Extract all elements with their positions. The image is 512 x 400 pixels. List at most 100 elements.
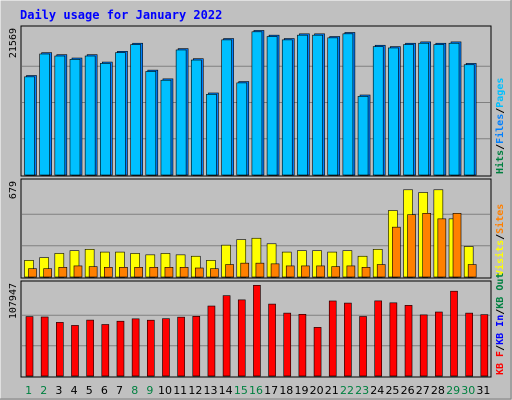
x-tick-label-1: 1 xyxy=(25,384,32,397)
bar-kbf-day-1 xyxy=(25,316,34,377)
bar-sites-day-2 xyxy=(43,268,52,278)
x-tick-label-5: 5 xyxy=(86,384,93,397)
panel-legend: KB F/KB In/KB Out xyxy=(495,273,506,375)
bar-kbf-day-16 xyxy=(253,284,261,377)
bar-kbf-day-29 xyxy=(450,290,458,377)
panel-visits-sites: 679 Visits/Sites xyxy=(8,178,506,279)
bar-sites-day-5 xyxy=(88,266,98,278)
x-tick-label-26: 26 xyxy=(401,384,415,397)
bar-pages-day-18 xyxy=(281,39,293,176)
bar-kbf-day-2 xyxy=(40,316,49,377)
bar-sites-day-7 xyxy=(119,267,128,278)
bar-pages-day-17 xyxy=(266,36,278,176)
bar-pages-day-10 xyxy=(160,79,172,176)
bar-sites-day-8 xyxy=(134,267,143,278)
bar-sites-day-23 xyxy=(361,267,371,278)
x-axis-labels: 1 2 3 4 5 6 7 8 9 10 11 12 13 14 15 16 17 18 19 20 21 22 23 24 2… xyxy=(25,384,490,397)
bar-kbf-day-31 xyxy=(480,314,489,377)
bar-pages-day-30 xyxy=(463,64,475,176)
bar-sites-day-1 xyxy=(28,268,37,278)
bar-sites-day-18 xyxy=(285,265,295,278)
x-tick-label-28: 28 xyxy=(431,384,445,397)
bar-kbf-day-30 xyxy=(465,312,473,377)
bar-pages-day-25 xyxy=(388,47,399,176)
bar-kbf-day-13 xyxy=(207,305,216,377)
chart-panels: 21569Hits/Files/Pages679Visits/Sites1079… xyxy=(8,25,506,378)
bar-sites-day-19 xyxy=(301,265,310,278)
bar-pages-day-20 xyxy=(312,34,323,176)
bar-kbf-day-25 xyxy=(389,302,398,377)
bar-kbf-day-19 xyxy=(298,313,307,377)
bar-pages-day-12 xyxy=(190,59,202,176)
bar-pages-day-24 xyxy=(372,46,384,176)
bar-pages-day-7 xyxy=(115,52,126,176)
bar-sites-day-17 xyxy=(270,263,280,278)
bar-pages-day-19 xyxy=(297,34,308,176)
bar-pages-day-6 xyxy=(100,63,111,176)
x-tick-label-2: 2 xyxy=(40,384,47,397)
x-tick-label-22: 22 xyxy=(340,384,354,397)
bar-sites-day-11 xyxy=(179,267,189,278)
bar-kbf-day-7 xyxy=(116,320,125,377)
x-tick-label-11: 11 xyxy=(173,384,187,397)
bar-kbf-day-23 xyxy=(359,316,367,377)
bar-sites-day-15 xyxy=(240,262,250,278)
bar-kbf-day-4 xyxy=(71,325,79,377)
bar-kbf-day-8 xyxy=(131,318,140,377)
bar-pages-day-26 xyxy=(403,44,414,176)
bar-sites-day-9 xyxy=(149,267,159,278)
bar-pages-day-28 xyxy=(433,44,445,176)
bar-pages-day-29 xyxy=(448,42,460,176)
x-tick-label-21: 21 xyxy=(325,384,339,397)
x-tick-label-3: 3 xyxy=(55,384,62,397)
bar-kbf-day-18 xyxy=(283,312,292,377)
x-tick-label-25: 25 xyxy=(385,384,399,397)
panel-max-label: 21569 xyxy=(8,28,19,58)
bar-kbf-day-22 xyxy=(344,302,352,377)
bar-pages-day-21 xyxy=(327,37,339,176)
bar-kbf-day-27 xyxy=(419,314,428,377)
panel-legend: Hits/Files/Pages xyxy=(494,78,506,174)
x-tick-label-6: 6 xyxy=(101,384,108,397)
panel-max-label: 679 xyxy=(8,181,19,199)
x-tick-label-24: 24 xyxy=(370,384,384,397)
bar-pages-day-11 xyxy=(175,49,187,176)
bar-pages-day-14 xyxy=(221,39,232,176)
bar-pages-day-2 xyxy=(39,53,50,176)
bar-sites-day-27 xyxy=(422,213,431,278)
panel-max-label: 107947 xyxy=(8,283,19,319)
bar-kbf-day-11 xyxy=(177,316,185,377)
bar-pages-day-23 xyxy=(357,96,369,176)
bar-kbf-day-12 xyxy=(192,316,201,377)
bar-sites-day-16 xyxy=(255,262,265,278)
bar-kbf-day-20 xyxy=(313,327,322,377)
bar-kbf-day-26 xyxy=(404,305,413,377)
bar-pages-day-1 xyxy=(24,76,35,176)
bar-kbf-day-3 xyxy=(56,322,64,377)
chart-title: Daily usage for January 2022 xyxy=(20,8,222,22)
bar-pages-day-13 xyxy=(206,94,217,176)
bar-sites-day-26 xyxy=(407,214,416,278)
bar-sites-day-30 xyxy=(467,264,477,278)
x-tick-label-27: 27 xyxy=(416,384,430,397)
bar-sites-day-29 xyxy=(452,213,462,278)
panel-kb: 107947 KB F/KB In/KB Out xyxy=(8,273,506,378)
bar-sites-day-25 xyxy=(392,226,401,278)
bar-pages-day-4 xyxy=(69,59,81,176)
x-tick-label-14: 14 xyxy=(219,384,233,397)
bar-sites-day-20 xyxy=(316,265,325,278)
x-tick-label-15: 15 xyxy=(234,384,248,397)
x-tick-label-8: 8 xyxy=(131,384,138,397)
bar-kbf-day-5 xyxy=(86,319,94,377)
panel-legend: Visits/Sites xyxy=(494,204,506,276)
bar-pages-day-3 xyxy=(54,55,66,176)
bar-sites-day-6 xyxy=(104,267,113,278)
bar-pages-day-8 xyxy=(130,44,141,176)
bar-sites-day-28 xyxy=(437,218,447,278)
bar-sites-day-12 xyxy=(194,267,204,278)
bar-kbf-day-17 xyxy=(268,303,276,377)
x-tick-label-16: 16 xyxy=(249,384,263,397)
bar-sites-day-3 xyxy=(58,267,68,278)
bar-sites-day-14 xyxy=(225,264,234,278)
